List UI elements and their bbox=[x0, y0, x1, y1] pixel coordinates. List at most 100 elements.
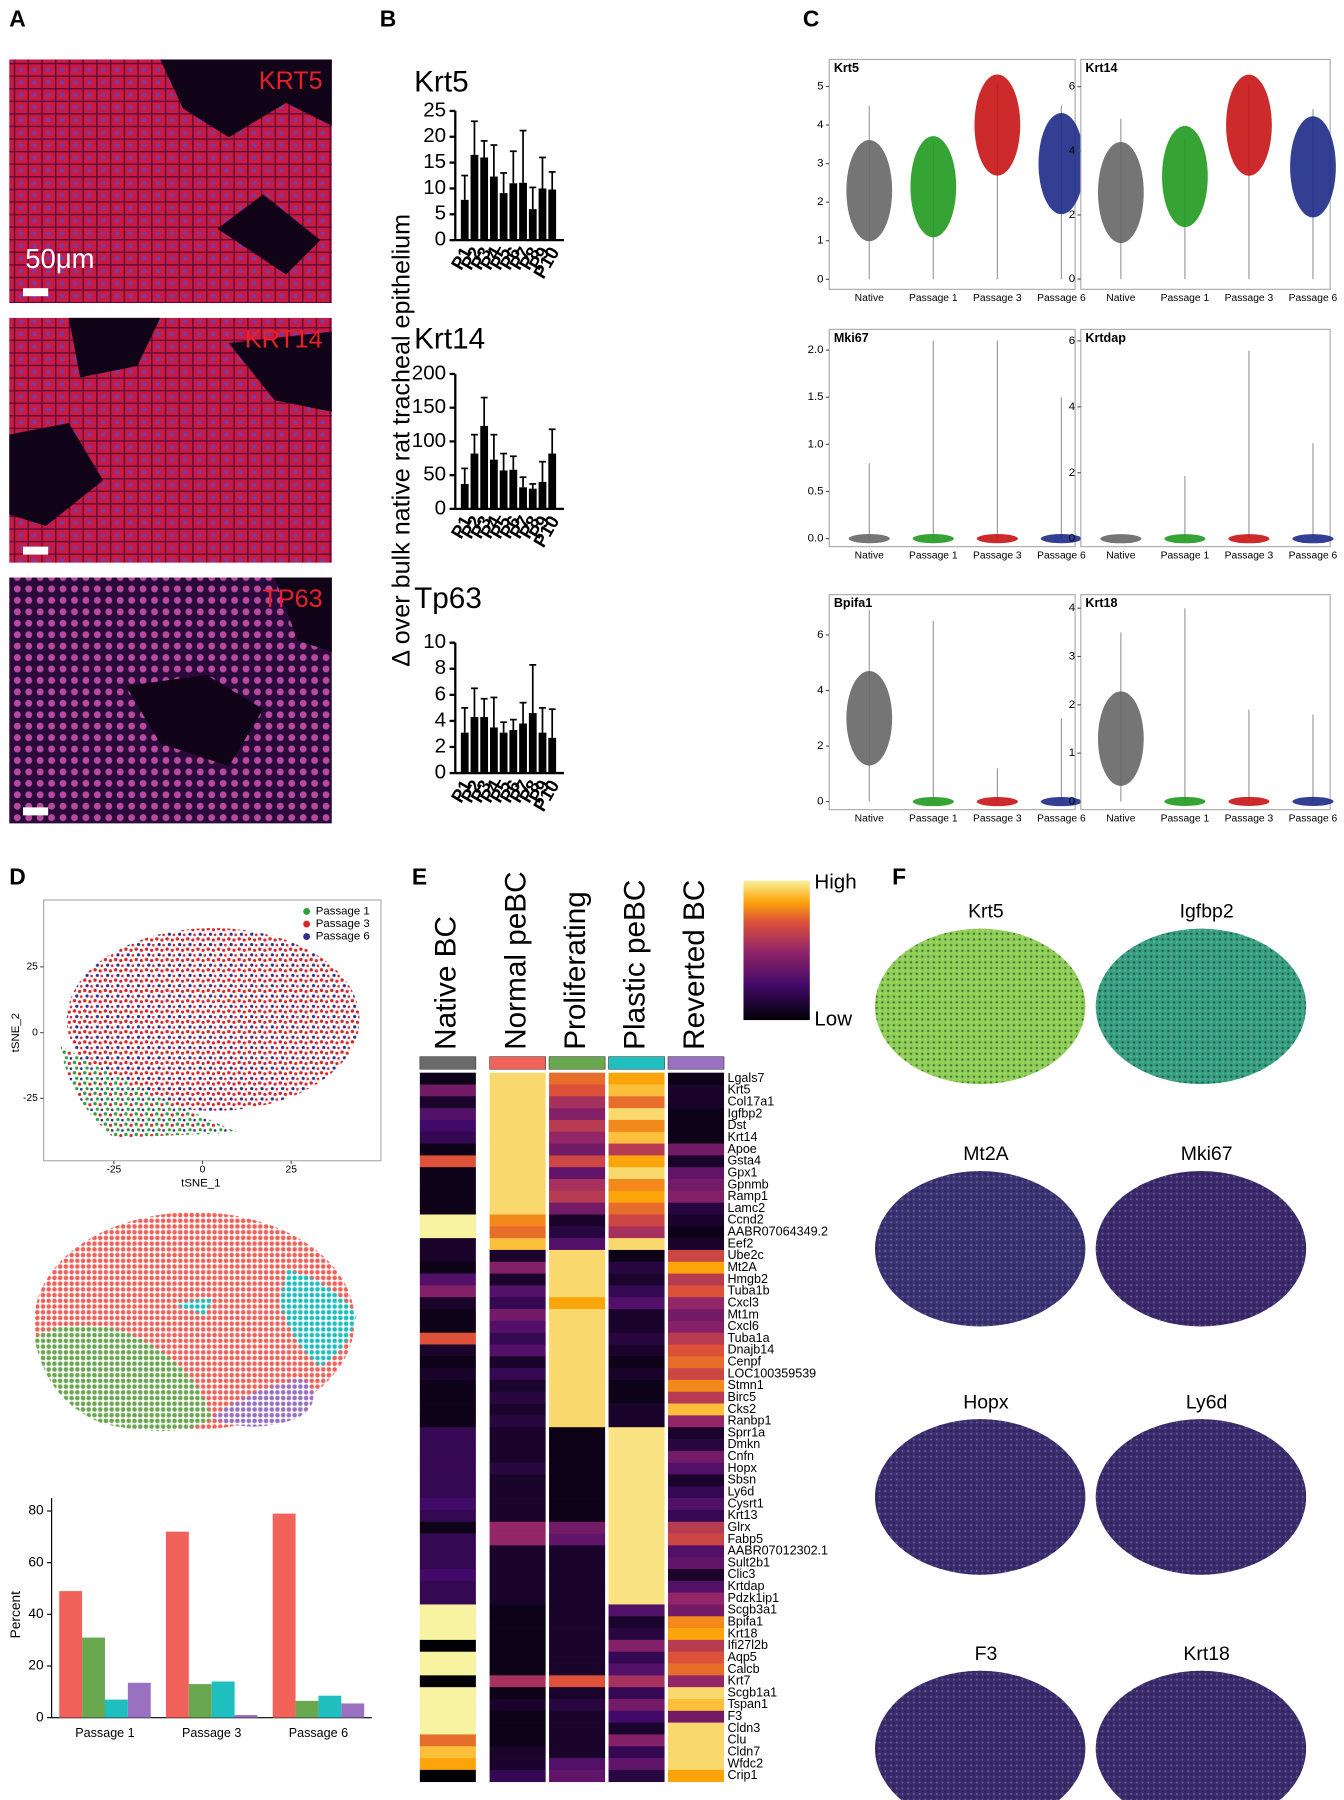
heatmap-cell bbox=[419, 1309, 476, 1322]
heatmap-cell bbox=[667, 1557, 725, 1570]
heatmap-cell bbox=[549, 1710, 606, 1723]
heatmap-cell bbox=[489, 1722, 546, 1735]
y-tick-label: 0 bbox=[817, 273, 823, 285]
heatmap-cell bbox=[419, 1722, 476, 1735]
x-tick-label: Passage 1 bbox=[1161, 293, 1210, 304]
heatmap-cell bbox=[667, 1639, 725, 1653]
bar bbox=[470, 453, 479, 509]
heatmap-cell bbox=[419, 1557, 476, 1570]
heatmap-cell bbox=[419, 1474, 476, 1487]
x-tick-label: Passage 6 bbox=[1037, 551, 1086, 562]
heatmap-cell bbox=[549, 1344, 606, 1357]
bar bbox=[480, 425, 489, 509]
heatmap-cell bbox=[419, 1403, 476, 1416]
bar bbox=[528, 209, 537, 241]
bar bbox=[528, 488, 537, 509]
heatmap-cell bbox=[489, 1261, 546, 1274]
heatmap-cell bbox=[549, 1498, 606, 1511]
panel-label: D bbox=[9, 863, 26, 889]
heatmap-cell bbox=[549, 1509, 606, 1523]
heatmap-cell bbox=[608, 1096, 665, 1109]
y-tick-label: 4 bbox=[1069, 602, 1076, 614]
heatmap-cell bbox=[419, 1332, 476, 1345]
heatmap-cell bbox=[608, 1415, 665, 1428]
heatmap-cell bbox=[608, 1427, 665, 1440]
heatmap-cell bbox=[489, 1439, 546, 1452]
row-label: AABR07064349.2 bbox=[727, 1225, 828, 1239]
row-label: Crip1 bbox=[727, 1768, 757, 1782]
bar bbox=[489, 727, 498, 774]
heatmap-cell bbox=[419, 1415, 476, 1428]
row-label: Wfdc2 bbox=[727, 1756, 763, 1770]
heatmap-cell bbox=[608, 1356, 665, 1369]
chart-title: Krtdap bbox=[1085, 331, 1126, 345]
heatmap-cell bbox=[549, 1687, 606, 1700]
y-tick-label: 200 bbox=[412, 361, 446, 384]
heatmap-cell bbox=[419, 1202, 476, 1215]
y-tick-label: 100 bbox=[412, 429, 446, 452]
heatmap-cell bbox=[667, 1427, 725, 1440]
bar bbox=[341, 1703, 365, 1718]
heatmap-cell bbox=[608, 1261, 665, 1274]
heatmap-cell bbox=[549, 1462, 606, 1475]
heatmap-cell bbox=[419, 1143, 476, 1156]
heatmap-cell bbox=[667, 1356, 725, 1369]
y-axis-label: tSNE_2 bbox=[10, 1013, 22, 1052]
heatmap-cell bbox=[667, 1616, 725, 1629]
row-label: Eef2 bbox=[727, 1236, 753, 1250]
heatmap-cell bbox=[419, 1639, 476, 1653]
violin bbox=[1292, 534, 1334, 544]
heatmap-cell bbox=[667, 1167, 725, 1180]
plot-title: Mt2A bbox=[963, 1143, 1008, 1165]
heatmap-cell bbox=[549, 1202, 606, 1215]
y-tick-label: 2 bbox=[1069, 209, 1075, 221]
row-label: Clu bbox=[727, 1733, 746, 1747]
heatmap-cell bbox=[419, 1226, 476, 1239]
row-label: Ube2c bbox=[727, 1248, 763, 1262]
row-label: Krt18 bbox=[727, 1626, 757, 1640]
heatmap-cell bbox=[608, 1226, 665, 1239]
heatmap-cell bbox=[667, 1722, 725, 1735]
y-tick-label: 80 bbox=[28, 1503, 44, 1518]
y-tick-label: 4 bbox=[1069, 145, 1076, 157]
heatmap-cell bbox=[489, 1415, 546, 1428]
heatmap-cell bbox=[549, 1592, 606, 1605]
violin bbox=[1162, 125, 1208, 228]
heatmap-cell bbox=[549, 1545, 606, 1558]
heatmap-cell bbox=[667, 1698, 725, 1712]
heatmap-cell bbox=[419, 1521, 476, 1534]
plot-title: Hopx bbox=[963, 1391, 1009, 1413]
heatmap-cell bbox=[667, 1545, 725, 1558]
heatmap-cell bbox=[419, 1238, 476, 1251]
bar bbox=[509, 469, 518, 509]
heatmap-cell bbox=[608, 1143, 665, 1156]
heatmap-cell bbox=[489, 1297, 546, 1310]
bar bbox=[528, 713, 537, 774]
heatmap-cell bbox=[549, 1698, 606, 1712]
y-tick-label: 0 bbox=[435, 228, 446, 251]
heatmap-cell bbox=[549, 1179, 606, 1192]
heatmap-cell bbox=[489, 1604, 546, 1617]
row-label: Hopx bbox=[727, 1461, 757, 1475]
row-label: Krt7 bbox=[727, 1674, 750, 1688]
violin bbox=[1040, 797, 1082, 807]
heatmap-cell bbox=[419, 1450, 476, 1463]
heatmap-cell bbox=[489, 1320, 546, 1333]
x-tick-label: Native bbox=[855, 551, 884, 562]
feature-texture bbox=[1095, 1419, 1307, 1575]
heatmap-cell bbox=[667, 1179, 725, 1192]
heatmap-cell bbox=[489, 1108, 546, 1121]
heatmap-cell bbox=[549, 1722, 606, 1735]
bar bbox=[104, 1699, 128, 1718]
row-label: Stmn1 bbox=[727, 1378, 763, 1392]
violin bbox=[1100, 534, 1142, 544]
x-tick-label: 25 bbox=[285, 1165, 297, 1176]
heatmap-cell bbox=[549, 1675, 606, 1688]
heatmap-cell bbox=[667, 1332, 725, 1345]
heatmap-cell bbox=[608, 1167, 665, 1180]
bar bbox=[519, 487, 527, 509]
row-label: Glrx bbox=[727, 1520, 751, 1534]
violin bbox=[910, 136, 957, 238]
violin bbox=[1164, 534, 1206, 544]
heatmap-cell bbox=[608, 1592, 665, 1605]
